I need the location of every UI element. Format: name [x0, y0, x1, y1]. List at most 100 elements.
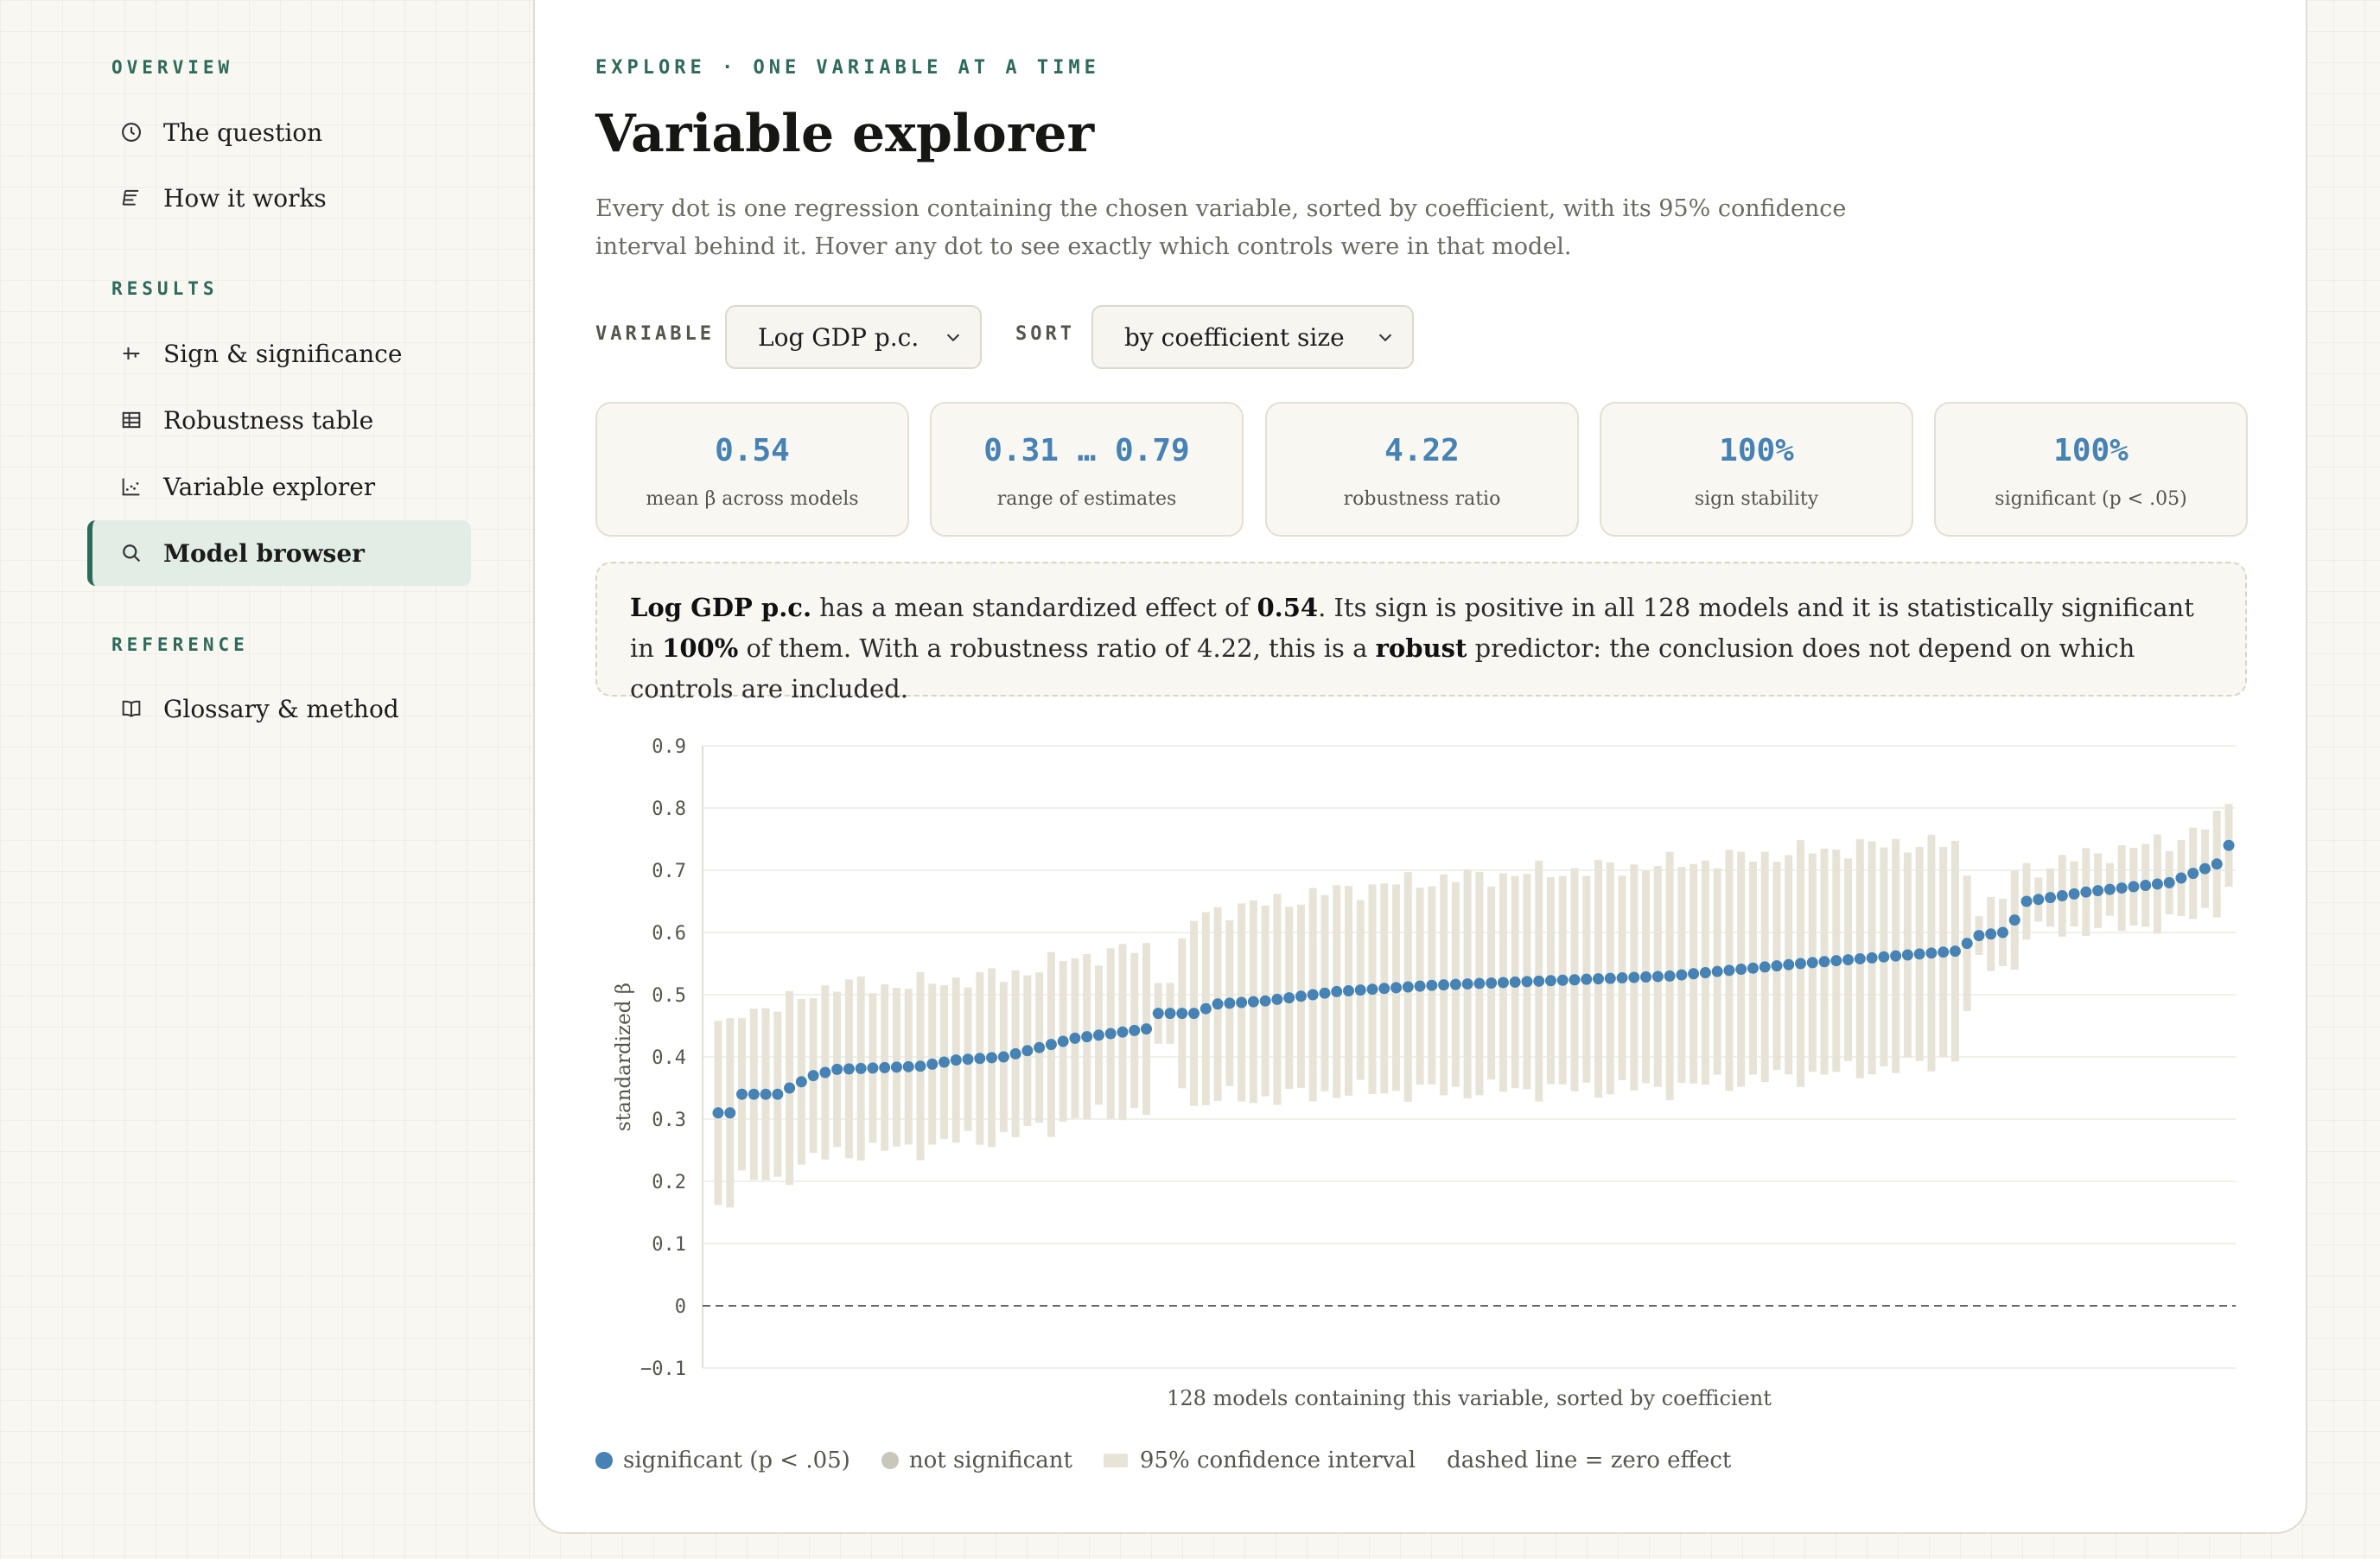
model-point	[1878, 951, 1890, 963]
sidebar-item-label: Model browser	[163, 538, 365, 568]
sidebar-item-sign-significance[interactable]: Sign & significance	[87, 321, 471, 386]
model-point	[1890, 950, 1902, 962]
legend-not-significant: not significant	[881, 1448, 1072, 1473]
model-point	[1747, 962, 1759, 974]
model-point	[772, 1088, 784, 1100]
axes-icon	[118, 340, 144, 366]
model-point	[1129, 1024, 1141, 1036]
sidebar-item-how-it-works[interactable]: How it works	[87, 165, 471, 231]
sort-label: SORT	[1015, 323, 1075, 345]
model-point	[1034, 1041, 1046, 1053]
model-point	[2151, 878, 2163, 890]
model-point	[2008, 914, 2020, 926]
model-point	[1247, 996, 1259, 1008]
stat-label: sign stability	[1694, 488, 1819, 510]
model-point	[1438, 979, 1450, 991]
model-point	[1200, 1002, 1212, 1015]
model-point	[1830, 955, 1842, 967]
sidebar: OVERVIEW The question How it works RESULTS S…	[0, 0, 519, 1559]
summary-text: of them. With a robustness ratio of 4.22…	[738, 633, 1376, 663]
legend-label: not significant	[908, 1448, 1072, 1473]
model-point	[1092, 1029, 1104, 1041]
y-tick-label: −0.1	[640, 1359, 686, 1380]
model-point	[795, 1076, 807, 1088]
sidebar-item-the-question[interactable]: The question	[87, 99, 471, 165]
legend-label: dashed line = zero effect	[1447, 1448, 1732, 1473]
x-axis-label: 128 models containing this variable, sor…	[1167, 1386, 1772, 1410]
model-point	[902, 1060, 914, 1072]
sidebar-item-label: How it works	[163, 183, 327, 213]
model-point	[1533, 975, 1545, 987]
model-point	[2068, 888, 2080, 900]
stat-label: mean β across models	[646, 488, 859, 510]
model-point	[1925, 947, 1938, 959]
model-point	[1676, 969, 1688, 981]
sidebar-item-label: Glossary & method	[163, 694, 399, 723]
model-point	[1259, 995, 1271, 1007]
model-point	[1961, 938, 1973, 950]
chevron-down-icon	[1378, 334, 1392, 342]
page-title: Variable explorer	[595, 104, 1095, 164]
model-point	[1104, 1028, 1117, 1040]
model-point	[1164, 1008, 1176, 1020]
model-point	[1901, 949, 1913, 961]
model-point	[974, 1053, 986, 1065]
model-point	[724, 1107, 736, 1119]
model-point	[986, 1052, 998, 1064]
stat-value: 0.54	[715, 433, 790, 468]
legend-ci: 95% confidence interval	[1103, 1448, 1416, 1473]
summary-variable: Log GDP p.c.	[630, 593, 812, 622]
variable-select-value: Log GDP p.c.	[758, 322, 920, 352]
legend-label: significant (p < .05)	[623, 1448, 850, 1473]
variable-select[interactable]: Log GDP p.c.	[725, 305, 982, 369]
stat-label: significant (p < .05)	[1995, 488, 2187, 510]
model-point	[1295, 990, 1307, 1002]
sidebar-item-variable-explorer[interactable]: Variable explorer	[87, 454, 471, 519]
model-point	[1783, 958, 1795, 970]
stat-range: 0.31 … 0.79 range of estimates	[930, 402, 1244, 537]
legend-significant-swatch	[595, 1452, 613, 1469]
sidebar-item-model-browser[interactable]: Model browser	[87, 520, 471, 586]
y-tick-label: 0.5	[652, 985, 686, 1007]
nav-section-reference: REFERENCE	[111, 634, 249, 655]
model-point	[1414, 980, 1426, 992]
model-point	[926, 1058, 939, 1070]
model-point	[1509, 976, 1521, 988]
table-icon	[118, 407, 144, 433]
model-point	[1378, 983, 1390, 995]
model-point	[867, 1062, 879, 1074]
model-point	[1057, 1035, 1069, 1047]
model-point	[1949, 945, 1961, 958]
model-point	[1771, 960, 1783, 972]
model-point	[1521, 976, 1533, 988]
model-point	[712, 1107, 724, 1119]
model-point	[1664, 970, 1676, 982]
model-point	[2163, 876, 2175, 888]
model-point	[1236, 996, 1248, 1009]
model-point	[1806, 957, 1818, 969]
model-point	[997, 1051, 1009, 1063]
model-point	[1390, 982, 1403, 994]
legend-significant: significant (p < .05)	[595, 1448, 850, 1473]
model-point	[914, 1060, 926, 1072]
model-point	[2211, 858, 2223, 870]
model-point	[1699, 966, 1711, 978]
model-point	[2056, 890, 2068, 902]
model-point	[1593, 973, 1605, 985]
model-point	[2092, 885, 2104, 897]
model-point	[736, 1088, 748, 1100]
legend-ci-swatch	[1103, 1454, 1128, 1467]
model-point	[1212, 998, 1224, 1010]
model-point	[2128, 881, 2140, 893]
sidebar-item-robustness-table[interactable]: Robustness table	[87, 387, 471, 453]
model-point	[1319, 987, 1331, 999]
chart-legend: significant (p < .05) not significant 95…	[595, 1443, 1762, 1478]
page-description: Every dot is one regression containing t…	[595, 195, 1847, 260]
model-point	[1331, 985, 1343, 997]
model-point	[1497, 977, 1509, 989]
chevron-down-icon	[946, 334, 960, 342]
model-point	[1009, 1047, 1021, 1059]
sidebar-item-glossary-method[interactable]: Glossary & method	[87, 676, 471, 741]
sort-select[interactable]: by coefficient size	[1091, 305, 1414, 369]
y-tick-label: 0	[675, 1296, 686, 1318]
